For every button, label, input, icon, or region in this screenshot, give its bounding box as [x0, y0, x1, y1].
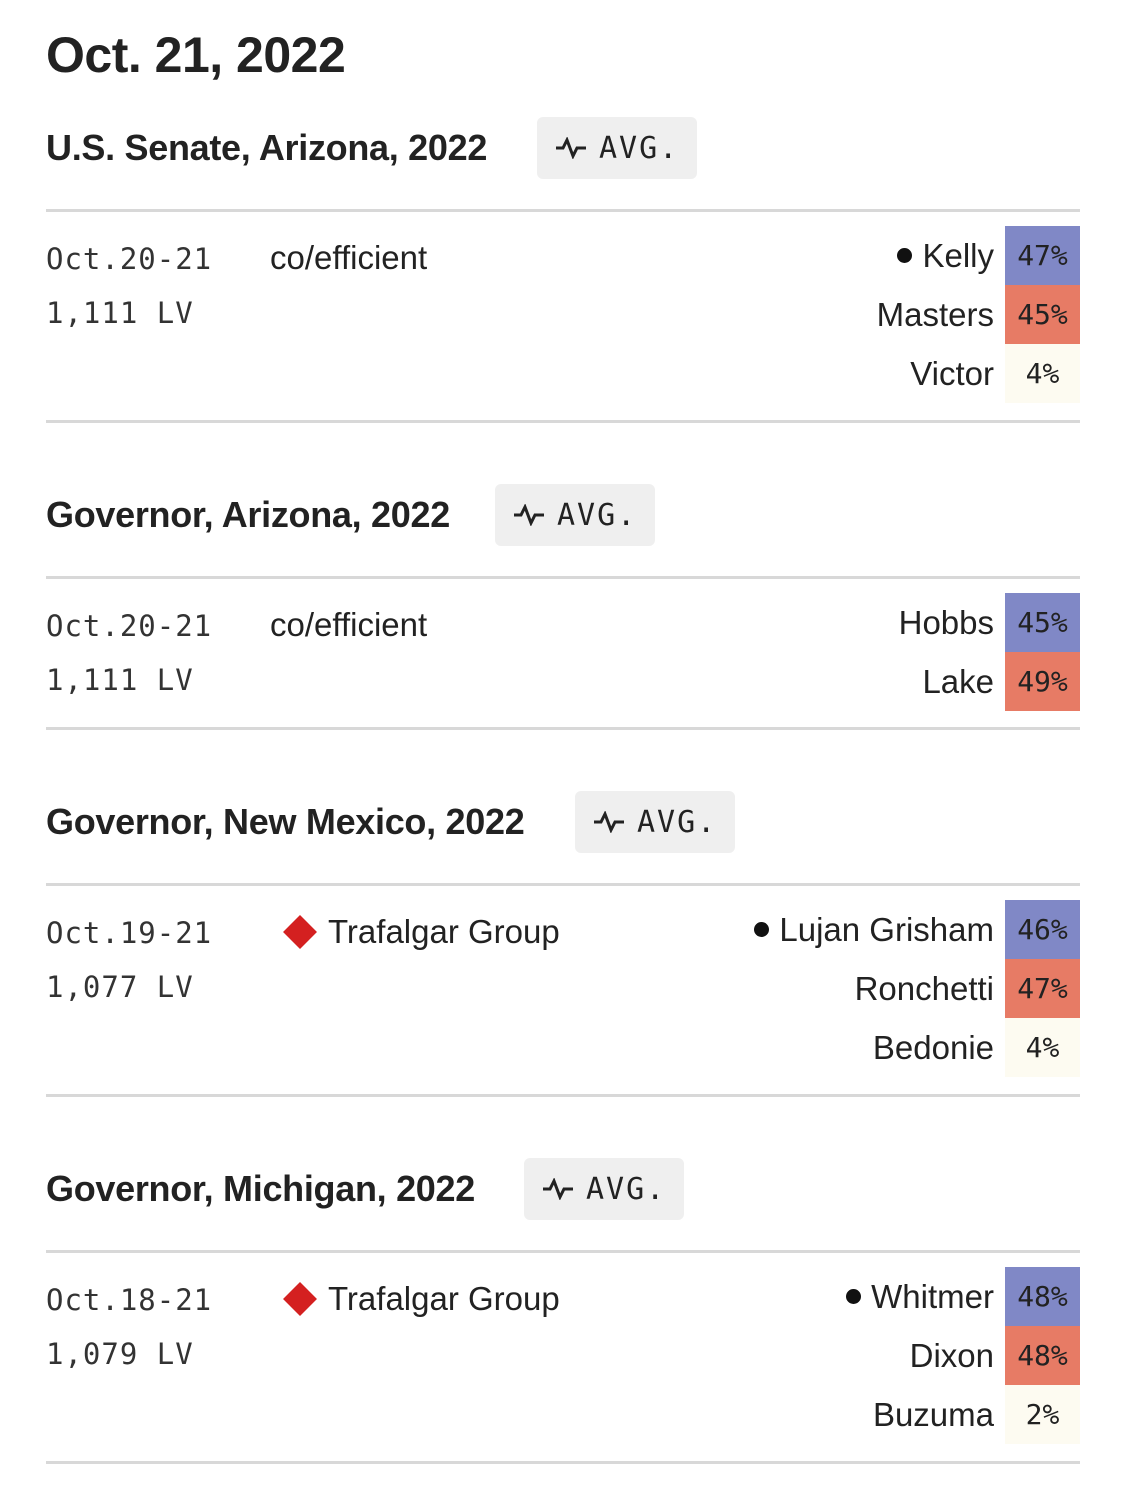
result-percent: 45% — [1005, 593, 1080, 652]
result-line: Buzuma 2% — [480, 1385, 1080, 1444]
result-line: Lake 49% — [480, 652, 1080, 711]
result-percent: 47% — [1005, 959, 1080, 1018]
candidate-label: Kelly — [922, 236, 994, 274]
candidate-label: Ronchetti — [854, 969, 994, 1007]
polling-average-button[interactable]: AVG. — [537, 117, 698, 179]
poll-row[interactable]: Oct.20-21 1,111 LV co/efficient Hobbs 45… — [46, 576, 1080, 730]
avg-label: AVG. — [586, 1171, 667, 1207]
result-line: Whitmer 48% — [480, 1267, 1080, 1326]
result-line: Ronchetti 47% — [480, 959, 1080, 1018]
avg-label: AVG. — [557, 497, 638, 533]
candidate-label: Masters — [876, 295, 994, 333]
poll-dates: Oct.18-21 — [46, 1283, 213, 1317]
poll-sample-size: 1,077 LV — [46, 970, 194, 1004]
candidate-name: Victor — [910, 355, 994, 393]
candidate-label: Hobbs — [898, 603, 994, 641]
candidate-label: Victor — [910, 354, 994, 392]
result-line: Victor 4% — [480, 344, 1080, 403]
poll-row[interactable]: Oct.19-21 1,077 LV Trafalgar Group Lujan… — [46, 883, 1080, 1097]
result-line: Masters 45% — [480, 285, 1080, 344]
candidate-name: Hobbs — [899, 604, 994, 642]
poll-dates: Oct.20-21 — [46, 609, 213, 643]
result-line: Bedonie 4% — [480, 1018, 1080, 1077]
pollster-name[interactable]: co/efficient — [270, 239, 427, 277]
candidate-name: Lake — [922, 663, 994, 701]
pollster-name[interactable]: Trafalgar Group — [278, 1280, 560, 1318]
race-header: Governor, Arizona, 2022 AVG. — [46, 484, 1080, 546]
pollster-label: Trafalgar Group — [328, 1280, 560, 1317]
pollster-name[interactable]: Trafalgar Group — [278, 913, 560, 951]
race-section: U.S. Senate, Arizona, 2022 AVG. Oct.20-2… — [46, 117, 1080, 423]
result-percent: 4% — [1005, 1018, 1080, 1077]
result-line: Dixon 48% — [480, 1326, 1080, 1385]
race-title[interactable]: U.S. Senate, Arizona, 2022 — [46, 127, 488, 168]
result-percent: 45% — [1005, 285, 1080, 344]
candidate-name: Kelly — [897, 237, 994, 275]
poll-row[interactable]: Oct.18-21 1,079 LV Trafalgar Group Whitm… — [46, 1250, 1080, 1464]
result-percent: 48% — [1005, 1267, 1080, 1326]
pollster-label: co/efficient — [270, 239, 428, 276]
candidate-name: Whitmer — [846, 1278, 994, 1316]
poll-row[interactable]: Oct.20-21 1,111 LV co/efficient Kelly 47… — [46, 209, 1080, 423]
incumbent-dot-icon — [846, 1289, 862, 1304]
race-section: Governor, New Mexico, 2022 AVG. Oct.19-2… — [46, 791, 1080, 1097]
poll-results: Hobbs 45% Lake 49% — [480, 593, 1080, 711]
candidate-name: Masters — [877, 296, 994, 334]
result-percent: 46% — [1005, 900, 1080, 959]
poll-sample-size: 1,111 LV — [46, 663, 194, 697]
pollster-label: Trafalgar Group — [328, 913, 560, 950]
trend-line-icon — [556, 137, 586, 159]
trend-line-icon — [543, 1178, 573, 1200]
candidate-name: Buzuma — [873, 1396, 994, 1434]
poll-results: Whitmer 48% Dixon 48% Buzuma 2% — [480, 1267, 1080, 1444]
result-percent: 47% — [1005, 226, 1080, 285]
result-percent: 49% — [1005, 652, 1080, 711]
race-title[interactable]: Governor, Arizona, 2022 — [46, 494, 450, 535]
race-title[interactable]: Governor, Michigan, 2022 — [46, 1168, 475, 1209]
candidate-name: Dixon — [910, 1337, 994, 1375]
candidate-name: Lujan Grisham — [754, 911, 994, 949]
trend-line-icon — [594, 811, 624, 833]
polling-average-button[interactable]: AVG. — [495, 484, 656, 546]
candidate-name: Ronchetti — [855, 970, 994, 1008]
race-header: Governor, New Mexico, 2022 AVG. — [46, 791, 1080, 853]
candidate-name: Bedonie — [873, 1029, 994, 1067]
poll-dates: Oct.20-21 — [46, 242, 213, 276]
result-percent: 48% — [1005, 1326, 1080, 1385]
race-section: Governor, Arizona, 2022 AVG. Oct.20-21 1… — [46, 484, 1080, 730]
incumbent-dot-icon — [897, 248, 913, 263]
result-line: Lujan Grisham 46% — [480, 900, 1080, 959]
result-percent: 2% — [1005, 1385, 1080, 1444]
page-date-heading: Oct. 21, 2022 — [46, 27, 346, 83]
race-section: Governor, Michigan, 2022 AVG. Oct.18-21 … — [46, 1158, 1080, 1464]
poll-results: Kelly 47% Masters 45% Victor 4% — [480, 226, 1080, 403]
candidate-label: Buzuma — [872, 1395, 994, 1433]
avg-label: AVG. — [637, 804, 718, 840]
poll-results: Lujan Grisham 46% Ronchetti 47% Bedonie … — [480, 900, 1080, 1077]
candidate-label: Lake — [922, 662, 994, 700]
polling-average-button[interactable]: AVG. — [575, 791, 736, 853]
pollster-grade-diamond-icon — [283, 1282, 317, 1316]
pollster-grade-diamond-icon — [283, 915, 317, 949]
race-title[interactable]: Governor, New Mexico, 2022 — [46, 801, 525, 842]
result-percent: 4% — [1005, 344, 1080, 403]
candidate-label: Whitmer — [871, 1277, 994, 1315]
race-header: U.S. Senate, Arizona, 2022 AVG. — [46, 117, 1080, 179]
poll-dates: Oct.19-21 — [46, 916, 213, 950]
candidate-label: Bedonie — [872, 1028, 994, 1066]
race-header: Governor, Michigan, 2022 AVG. — [46, 1158, 1080, 1220]
candidate-label: Lujan Grisham — [779, 910, 994, 948]
candidate-label: Dixon — [909, 1336, 994, 1374]
result-line: Kelly 47% — [480, 226, 1080, 285]
pollster-name[interactable]: co/efficient — [270, 606, 427, 644]
poll-sample-size: 1,111 LV — [46, 296, 194, 330]
pollster-label: co/efficient — [270, 606, 428, 643]
poll-sample-size: 1,079 LV — [46, 1337, 194, 1371]
result-line: Hobbs 45% — [480, 593, 1080, 652]
incumbent-dot-icon — [754, 922, 770, 937]
trend-line-icon — [514, 504, 544, 526]
polling-average-button[interactable]: AVG. — [524, 1158, 685, 1220]
avg-label: AVG. — [599, 130, 680, 166]
